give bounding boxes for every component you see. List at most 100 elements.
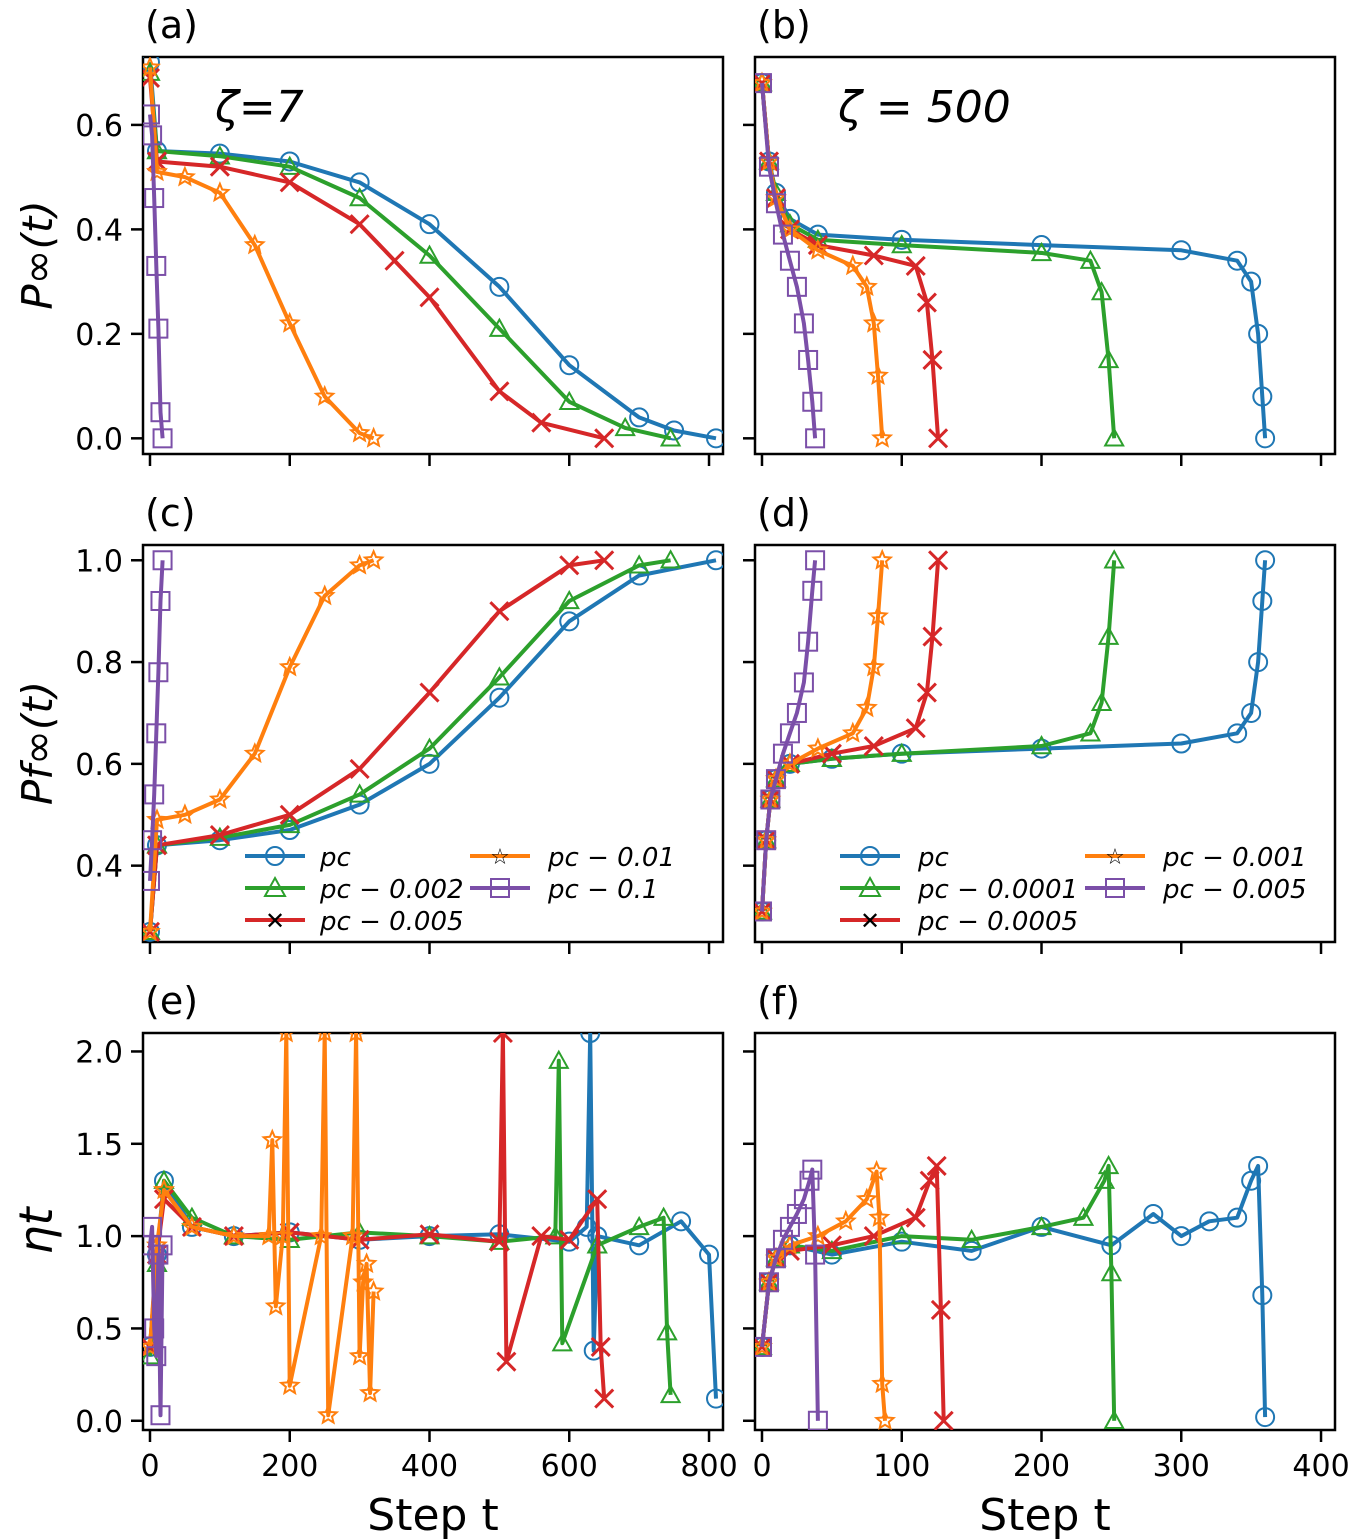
data-point-b-2-8 [1079, 249, 1102, 269]
data-point-b-3-9 [922, 349, 943, 371]
data-point-a-2-5 [348, 186, 371, 207]
data-point-d-3-8 [905, 718, 926, 739]
data-point-c-5-7 [152, 550, 173, 571]
data-point-f-5-10 [805, 1244, 826, 1265]
data-point-c-5-3 [144, 784, 165, 805]
data-point-f-3-8 [919, 1170, 940, 1191]
data-point-b-4-6 [841, 254, 864, 276]
data-point-a-3-7 [419, 287, 440, 308]
series-line-a-2 [148, 72, 672, 441]
data-point-a-1-10 [664, 420, 685, 441]
data-point-d-5-1 [755, 901, 772, 922]
legend-c-label-2: pc − 0.002 [319, 875, 464, 905]
data-point-f-1-7 [961, 1240, 982, 1261]
data-point-a-4-5 [243, 233, 266, 255]
ytick-label-c-1: 0.4 [75, 850, 123, 885]
data-point-c-3-3 [209, 825, 230, 846]
series-c-5 [143, 550, 173, 891]
data-point-e-2-14 [628, 1215, 650, 1236]
panel-c-frame [141, 543, 725, 944]
data-point-e-4-4 [180, 1215, 203, 1237]
legend-d-label-1: pc [917, 843, 949, 873]
data-point-e-2-3 [153, 1169, 175, 1189]
data-point-c-1-7 [489, 687, 510, 708]
legend-d: pc pc − 0.0001 ✕ pc − 0.0005 ☆ pc − 0.001 … [840, 843, 1307, 937]
data-point-b-1-6 [891, 229, 912, 250]
data-point-a-2-7 [488, 317, 511, 337]
data-point-f-4-9 [868, 1206, 891, 1228]
data-point-f-2-12 [1100, 1261, 1123, 1282]
data-point-e-4-12 [310, 1224, 333, 1246]
data-point-b-3-6 [863, 245, 884, 266]
data-point-a-4-2 [145, 160, 168, 182]
data-point-a-2-10 [659, 427, 682, 447]
data-point-d-5-9 [798, 631, 819, 652]
data-point-d-4-10 [866, 604, 889, 626]
ytick-label-a-4: 0.6 [75, 109, 123, 144]
data-point-d-2-10 [1090, 691, 1113, 711]
legend-c-label-5: pc − 0.1 [547, 875, 658, 905]
series-line-c-5 [148, 560, 165, 882]
data-point-e-4-16 [349, 1033, 364, 1043]
plot-area-b [755, 71, 1276, 449]
data-point-f-2-10 [1093, 1169, 1116, 1189]
legend-c-entry-5: pc − 0.1 [470, 875, 658, 905]
data-point-e-3-16 [594, 1388, 615, 1409]
data-point-f-5-1 [755, 1336, 772, 1357]
data-point-f-1-13 [1227, 1207, 1248, 1228]
legend-c-entry-3: ✕ pc − 0.005 [245, 907, 464, 937]
data-point-a-3-10 [594, 428, 615, 449]
data-point-d-2-1 [755, 900, 773, 920]
data-point-f-1-17 [1255, 1407, 1276, 1428]
series-b-5 [755, 73, 826, 449]
data-point-f-3-7 [905, 1207, 926, 1228]
data-point-c-1-10 [706, 550, 723, 571]
series-f-3 [755, 1155, 954, 1430]
data-point-e-4-11 [278, 1374, 301, 1396]
data-point-e-3-10 [492, 1033, 513, 1044]
data-point-e-3-14 [587, 1189, 608, 1210]
legend-d-entry-4: ☆ pc − 0.001 [1085, 843, 1307, 873]
data-point-c-3-7 [489, 601, 510, 622]
data-point-e-4-7 [261, 1128, 284, 1150]
legend-d-entry-2: pc − 0.0001 [840, 875, 1078, 905]
plot-area-c [143, 548, 723, 942]
data-point-c-1-8 [559, 611, 580, 632]
data-point-b-4-7 [855, 275, 878, 297]
data-point-d-4-1 [755, 899, 773, 921]
legend-c-label-3: pc − 0.005 [319, 907, 464, 937]
series-line-d-5 [760, 560, 818, 912]
data-point-f-1-12 [1199, 1211, 1220, 1232]
data-point-e-5-4 [146, 1346, 167, 1367]
data-point-a-3-8 [489, 381, 510, 402]
xtick-label-f-1: 0 [752, 1449, 771, 1484]
data-point-e-4-14 [317, 1403, 340, 1425]
data-point-d-5-11 [805, 550, 826, 571]
data-point-b-5-5 [779, 250, 800, 271]
data-point-f-2-11 [1097, 1154, 1120, 1175]
data-point-e-3-8 [419, 1224, 440, 1245]
series-a-4 [143, 57, 385, 448]
data-point-e-4-18 [352, 1270, 375, 1292]
data-point-f-2-8 [1030, 1215, 1053, 1236]
data-point-f-4-1 [755, 1335, 773, 1357]
data-point-f-1-16 [1252, 1285, 1273, 1306]
data-point-f-5-11 [807, 1410, 828, 1430]
data-point-a-4-3 [173, 165, 196, 187]
legend-c-entry-2: pc − 0.002 [245, 875, 464, 905]
series-a-5 [143, 104, 173, 449]
data-point-f-2-6 [891, 1225, 913, 1245]
series-a-3 [143, 67, 615, 449]
data-point-c-2-4 [279, 813, 301, 834]
data-point-c-4-4 [208, 787, 231, 809]
data-point-e-3-15 [590, 1336, 611, 1357]
data-point-c-4-7 [313, 584, 336, 606]
data-point-e-1-12 [580, 1033, 601, 1043]
data-point-f-5-9 [802, 1159, 823, 1180]
series-f-4 [755, 1159, 896, 1430]
legend-c-entry-1: pc [245, 843, 351, 873]
ytick-label-c-2: 0.6 [75, 748, 123, 783]
data-point-c-2-8 [558, 589, 580, 610]
data-point-a-1-7 [489, 276, 510, 297]
data-point-f-5-6 [786, 1203, 807, 1224]
